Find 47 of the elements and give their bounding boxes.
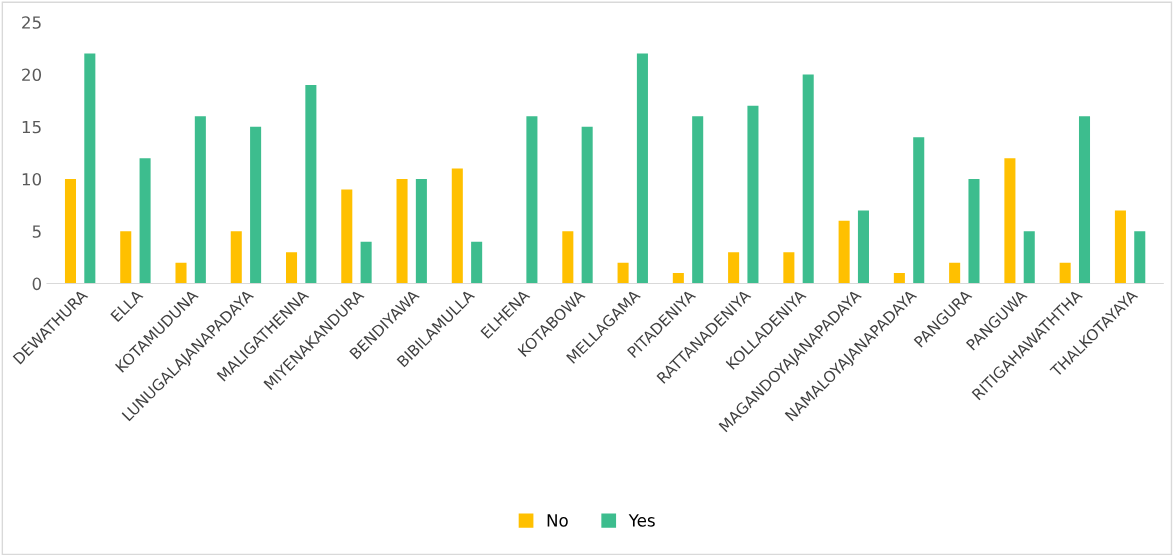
legend-label: No: [547, 514, 568, 527]
bar: [949, 262, 961, 284]
y-tick-label: 15: [22, 120, 41, 134]
y-tick-label: 10: [22, 172, 42, 186]
y-tick-label: 0: [32, 277, 42, 291]
bar: [581, 126, 593, 284]
bar: [139, 158, 151, 284]
bar: [1059, 262, 1071, 284]
bar: [64, 179, 77, 284]
bar: [893, 273, 905, 284]
bar: [636, 53, 648, 284]
bar: [526, 116, 538, 284]
bar: [857, 210, 869, 284]
bar: [1134, 231, 1146, 284]
bar: [1078, 116, 1091, 284]
bar: [617, 262, 629, 284]
bar: [692, 116, 704, 284]
bar: [1004, 158, 1016, 284]
bar: [471, 241, 483, 284]
bar: [1023, 231, 1035, 284]
bar: [84, 53, 96, 284]
bar: [672, 273, 684, 284]
legend-label: Yes: [628, 514, 655, 527]
bar: [230, 231, 242, 284]
bar: [305, 84, 317, 284]
bar: [396, 179, 408, 284]
bar: [562, 231, 574, 284]
bar: [120, 231, 132, 284]
bar: [194, 116, 206, 284]
bar: [913, 137, 925, 284]
bar: [968, 179, 980, 284]
y-tick-label: 25: [22, 16, 41, 29]
bar: [415, 179, 427, 284]
bar: [175, 262, 187, 284]
bar: [451, 168, 463, 284]
bar: [360, 241, 372, 284]
bar: [838, 220, 850, 284]
bar: [802, 74, 814, 284]
bar: [341, 189, 353, 284]
y-tick-label: 5: [32, 225, 41, 238]
bar: [286, 252, 298, 284]
y-tick-label: 20: [22, 68, 42, 82]
bar: [250, 126, 262, 284]
bar: [747, 105, 759, 284]
bar: [783, 252, 795, 284]
bar: [1114, 210, 1126, 284]
bar: [728, 252, 740, 284]
